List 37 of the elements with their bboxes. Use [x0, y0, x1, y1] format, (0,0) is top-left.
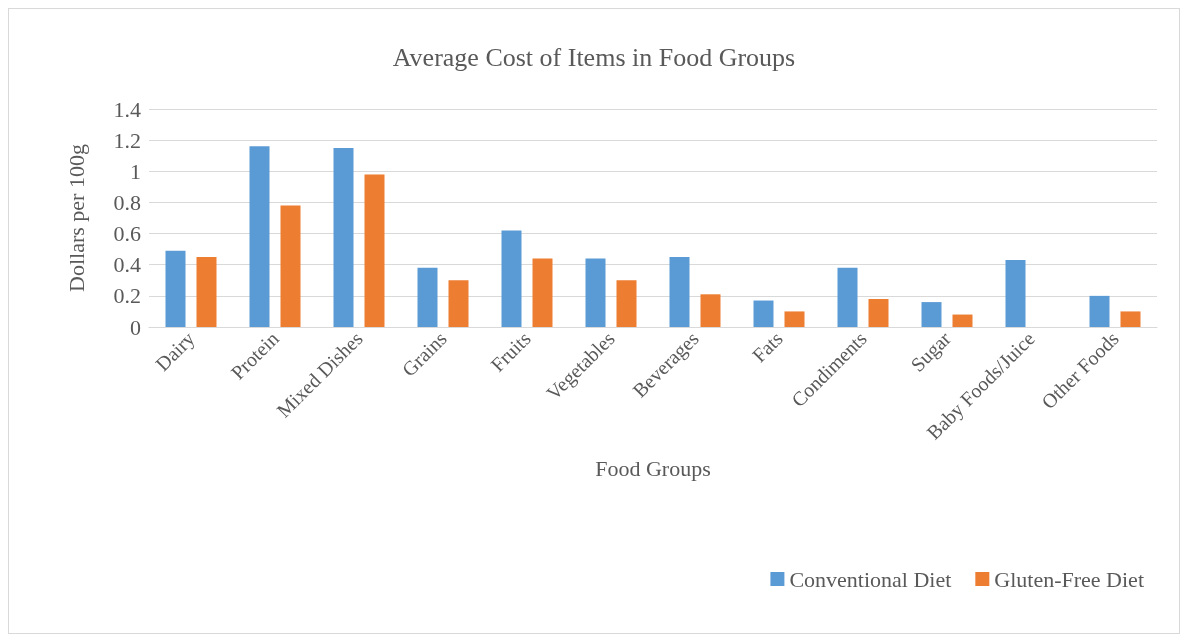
- chart-title: Average Cost of Items in Food Groups: [392, 42, 796, 72]
- bar: [364, 174, 385, 327]
- bar: [196, 256, 217, 327]
- y-axis-title: Dollars per 100g: [63, 144, 89, 292]
- bar: [1005, 260, 1026, 327]
- bar: [333, 147, 354, 327]
- bar: [165, 250, 186, 327]
- bar: [952, 314, 973, 327]
- x-axis-title: Food Groups: [595, 455, 711, 481]
- bar: [921, 302, 942, 327]
- bar: [837, 267, 858, 327]
- bar: [784, 311, 805, 327]
- bar: [1120, 311, 1141, 327]
- y-tick-label: 0.2: [113, 283, 141, 309]
- y-tick-label: 0: [130, 314, 141, 340]
- x-tick-label: Fats: [747, 327, 787, 367]
- bar: [700, 294, 721, 327]
- legend-label: Conventional Diet: [789, 566, 952, 592]
- bar: [501, 230, 522, 327]
- y-tick-label: 0.8: [113, 189, 141, 215]
- y-tick-label: 1.2: [113, 127, 141, 153]
- y-tick-label: 1.4: [113, 96, 141, 122]
- bar: [417, 267, 438, 327]
- bar: [585, 258, 606, 327]
- bar: [249, 146, 270, 327]
- bar: [280, 205, 301, 327]
- y-tick-label: 1: [130, 158, 141, 184]
- bar: [448, 280, 469, 327]
- bar: [753, 300, 774, 327]
- legend-label: Gluten-Free Diet: [994, 566, 1144, 592]
- bar: [1089, 295, 1110, 327]
- y-tick-label: 0.6: [113, 221, 141, 247]
- bar: [868, 298, 889, 327]
- y-tick-label: 0.4: [113, 252, 141, 278]
- bar: [532, 258, 553, 327]
- bar: [669, 256, 690, 327]
- bar: [616, 280, 637, 327]
